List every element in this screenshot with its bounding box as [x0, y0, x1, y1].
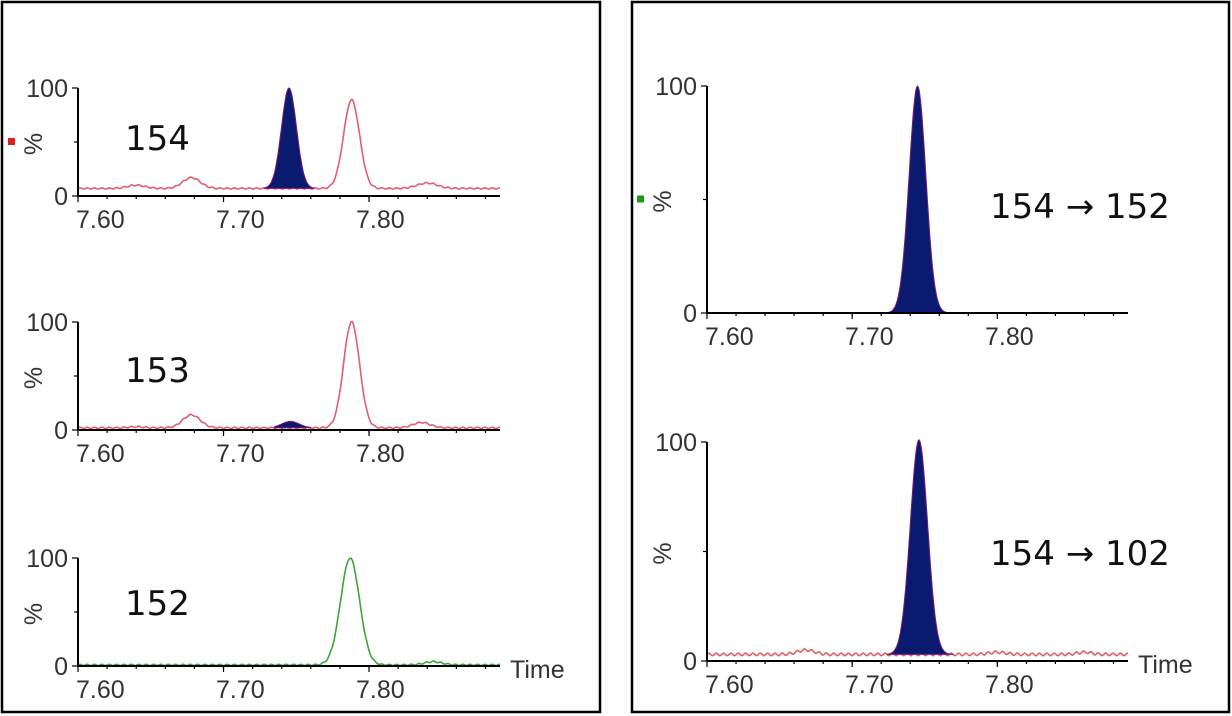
- mass-label-2: 153: [125, 351, 190, 391]
- y-axis-percent-label-4: %: [649, 190, 677, 212]
- y-label-100-3: 100: [26, 545, 68, 573]
- x-tick-label-4-1: 7.60: [705, 323, 754, 351]
- mass-label-4: 154 → 152: [990, 187, 1170, 227]
- y-label-100-5: 100: [655, 429, 697, 457]
- integrated-peak-2: [273, 420, 312, 429]
- x-tick-label-5-1: 7.60: [705, 671, 754, 699]
- x-tick-label-5-3: 7.80: [985, 671, 1034, 699]
- trace-line-5: [706, 648, 1129, 657]
- y-label-0-4: 0: [683, 300, 697, 328]
- y-label-0-2: 0: [54, 417, 68, 445]
- y-axis-percent-label-2: %: [20, 367, 48, 389]
- x-tick-label-4-3: 7.80: [985, 323, 1034, 351]
- x-tick-label-1-3: 7.80: [356, 206, 405, 234]
- y-label-0-1: 0: [54, 183, 68, 211]
- trace-line-1: [77, 98, 501, 190]
- trace-line-2: [77, 320, 501, 430]
- integrated-peak-5: [886, 439, 954, 655]
- mass-label-1: 154: [125, 119, 190, 159]
- y-label-100-4: 100: [655, 73, 697, 101]
- x-tick-label-2-1: 7.60: [76, 440, 125, 468]
- right-panel-frame: [630, 0, 1231, 714]
- x-tick-label-1-1: 7.60: [76, 206, 125, 234]
- x-tick-label-5-2: 7.70: [845, 671, 894, 699]
- x-tick-label-3-2: 7.70: [216, 676, 265, 704]
- integrated-peak-4: [883, 85, 952, 314]
- y-axis-percent-label-1: %: [20, 133, 48, 155]
- green-channel-marker: [637, 195, 644, 203]
- x-axis-title-3: Time: [510, 656, 565, 684]
- red-channel-marker: [8, 138, 15, 145]
- left-panel-frame: [0, 0, 602, 714]
- x-tick-label-4-2: 7.70: [845, 323, 894, 351]
- y-label-0-5: 0: [683, 648, 697, 676]
- plots-layer: 100 0% 7.60 7.70 7.80 154 100 0% 7.60 7.70 7.80 153…: [8, 73, 1193, 704]
- integrated-peak-1: [263, 87, 315, 189]
- mass-label-5: 154 → 102: [990, 534, 1170, 574]
- y-axis-percent-label-3: %: [20, 603, 48, 625]
- y-label-100-2: 100: [26, 309, 68, 337]
- y-axis-percent-label-5: %: [649, 542, 677, 564]
- x-tick-label-3-3: 7.80: [356, 676, 405, 704]
- y-label-0-3: 0: [54, 653, 68, 681]
- x-tick-label-2-2: 7.70: [216, 440, 265, 468]
- x-tick-label-3-1: 7.60: [76, 676, 125, 704]
- x-tick-label-2-3: 7.80: [356, 440, 405, 468]
- y-label-100-1: 100: [26, 75, 68, 103]
- x-axis-title-5: Time: [1138, 651, 1193, 679]
- mass-label-3: 152: [125, 584, 190, 624]
- x-tick-label-1-2: 7.70: [216, 206, 265, 234]
